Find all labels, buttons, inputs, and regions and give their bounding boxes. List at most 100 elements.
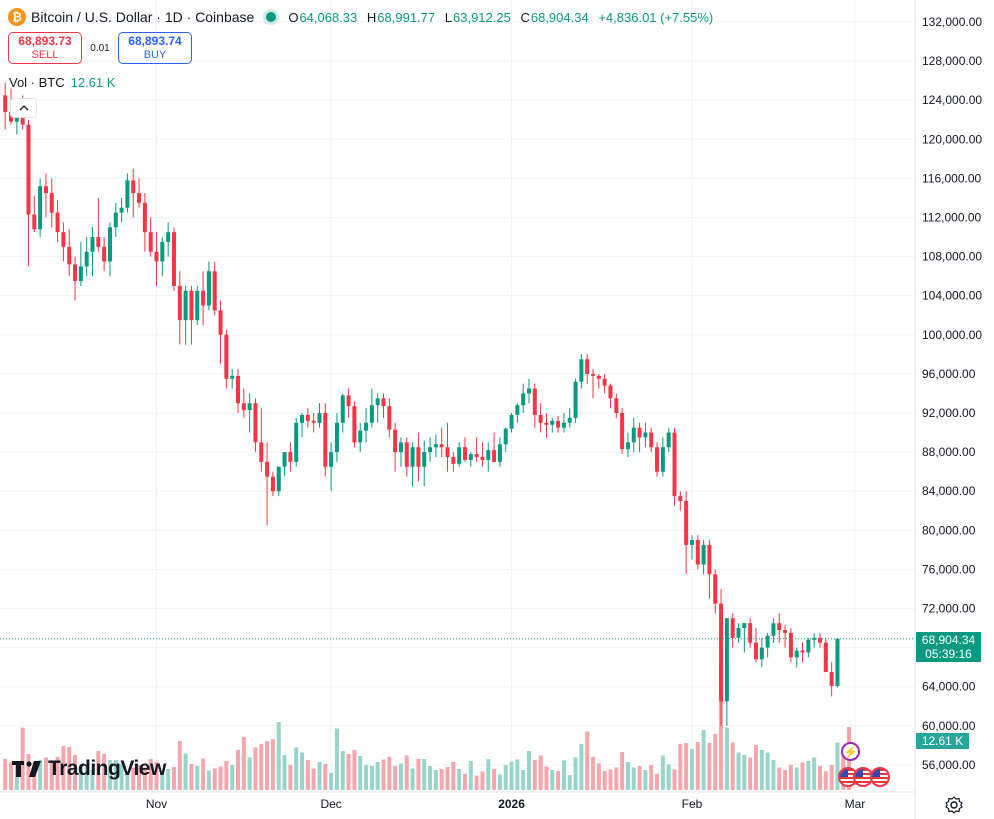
candle-body xyxy=(800,650,805,653)
candle xyxy=(689,535,694,560)
volume-bar xyxy=(276,722,281,790)
candle-body xyxy=(38,186,43,230)
candle-body xyxy=(236,375,240,404)
candle xyxy=(655,442,660,477)
volume-bar xyxy=(608,769,613,790)
settings-icon[interactable] xyxy=(944,795,964,815)
candle-body xyxy=(655,447,660,472)
volume-bar xyxy=(253,747,258,790)
volume-bar xyxy=(107,760,112,790)
buy-label: BUY xyxy=(143,49,167,61)
volume-bar xyxy=(527,751,531,790)
candle xyxy=(783,625,788,648)
candle xyxy=(107,222,112,277)
candle xyxy=(765,632,770,658)
candle-body xyxy=(625,442,630,450)
candle xyxy=(672,427,677,506)
candle-body xyxy=(113,212,118,228)
candle-body xyxy=(73,264,78,282)
candle xyxy=(596,373,601,389)
candle xyxy=(631,417,636,453)
volume-bar xyxy=(288,765,293,790)
volume-bar xyxy=(567,775,572,790)
candle-body xyxy=(573,381,578,418)
candle xyxy=(311,413,316,433)
volume-bar xyxy=(457,769,462,790)
candle-body xyxy=(393,429,398,453)
candle-body xyxy=(160,241,165,262)
candle-body xyxy=(410,447,415,467)
volume-bars xyxy=(3,665,852,790)
candle xyxy=(695,535,700,570)
volume-bar xyxy=(695,742,700,790)
candle xyxy=(713,569,718,614)
candle xyxy=(753,628,758,663)
candle xyxy=(270,471,275,497)
buy-button[interactable]: 68,893.74 BUY xyxy=(118,32,192,64)
y-tick-label: 132,000.00 xyxy=(922,15,982,29)
volume-bar xyxy=(451,762,456,790)
candle-body xyxy=(230,375,235,379)
candle-body xyxy=(631,427,636,443)
x-tick-label: Dec xyxy=(320,797,341,811)
candle-body xyxy=(509,414,514,429)
candle xyxy=(154,232,159,286)
sell-price: 68,893.73 xyxy=(18,34,72,48)
candle-body xyxy=(253,403,258,443)
volume-bar xyxy=(317,762,322,790)
candle xyxy=(137,178,142,208)
candle xyxy=(637,422,642,453)
lightning-event-icon[interactable]: ⚡ xyxy=(841,742,860,761)
volume-bar xyxy=(43,757,48,790)
candle-body xyxy=(90,237,95,252)
tradingview-logo[interactable]: TradingView xyxy=(12,757,166,781)
volume-bar xyxy=(212,768,217,790)
candle-body xyxy=(300,414,305,423)
volume-bar xyxy=(753,745,758,790)
candle-body xyxy=(131,180,136,194)
symbol-title[interactable]: Bitcoin / U.S. Dollar · 1D · Coinbase xyxy=(31,9,255,25)
volume-bar xyxy=(9,762,14,790)
y-tick-label: 76,000.00 xyxy=(922,562,976,576)
candle xyxy=(364,408,369,443)
volume-bar xyxy=(375,762,380,790)
candle-body xyxy=(730,618,735,638)
volume-bar xyxy=(689,749,694,790)
candle xyxy=(323,403,328,477)
event-markers: ⚡ xyxy=(838,742,898,790)
volume-bar xyxy=(439,769,444,790)
y-tick-label: 56,000.00 xyxy=(922,758,976,772)
volume-bar xyxy=(759,750,764,790)
volume-bar xyxy=(55,757,60,790)
candle xyxy=(236,369,240,413)
volume-bar xyxy=(61,746,66,790)
sell-button[interactable]: 68,893.73 SELL xyxy=(8,32,82,64)
volume-bar xyxy=(20,727,25,790)
candle-body xyxy=(643,432,648,438)
volume-legend[interactable]: Vol · BTC 12.61 K xyxy=(9,75,115,90)
volume-bar xyxy=(480,771,485,790)
volume-bar xyxy=(462,774,467,790)
volume-bar xyxy=(241,737,246,790)
volume-bar xyxy=(730,742,735,790)
candle xyxy=(43,173,48,218)
candle xyxy=(119,197,124,223)
candle-body xyxy=(329,452,334,467)
trade-panel: 68,893.73 SELL 0.01 68,893.74 BUY xyxy=(8,32,192,64)
candle xyxy=(771,618,776,643)
volume-bar xyxy=(398,763,403,790)
candle xyxy=(212,261,217,316)
candle-body xyxy=(294,422,299,462)
volume-bar xyxy=(544,766,549,790)
collapse-legend-button[interactable] xyxy=(10,98,37,118)
candle xyxy=(457,442,462,467)
y-tick-label: 116,000.00 xyxy=(922,171,981,185)
candle-body xyxy=(497,444,502,462)
candle xyxy=(550,417,555,433)
us-flag-event-icon[interactable] xyxy=(870,767,890,787)
candle xyxy=(369,388,374,428)
ohlc-values: O64,068.33 H68,991.77 L63,912.25 C68,904… xyxy=(288,10,719,25)
candle xyxy=(608,383,613,409)
candle xyxy=(503,427,508,453)
